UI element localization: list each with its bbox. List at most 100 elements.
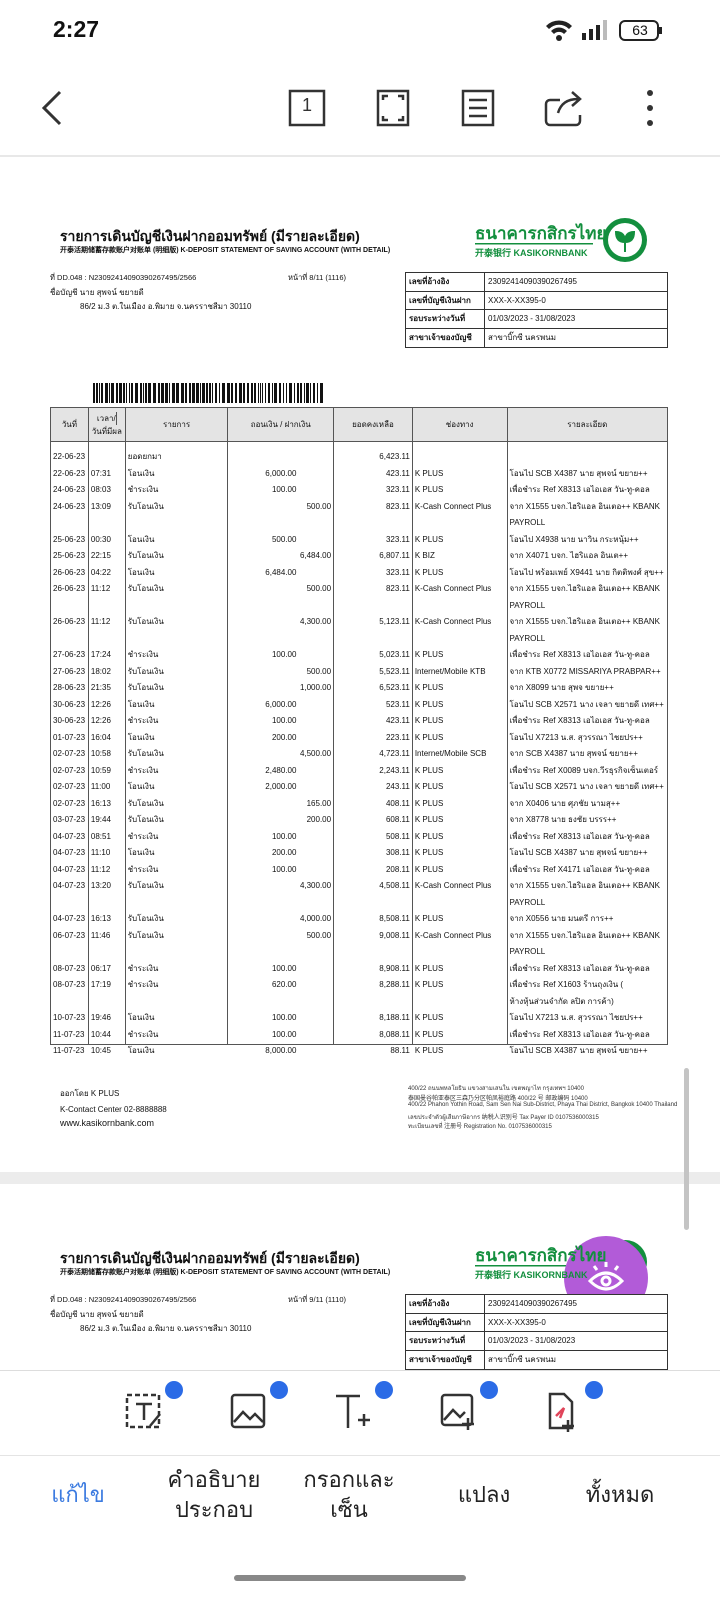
date-cell: 26-06-23 [53,617,86,626]
bank-logo [603,218,647,262]
page-index: หน้าที่ 8/11 (1116) [288,273,347,282]
description-cell: ชำระเงิน [127,864,159,874]
description-cell: โอนเงิน [127,848,155,857]
info-label: เลขที่อ้างอิง [406,1295,485,1313]
deposit [296,961,331,978]
channel-cell: K PLUS [414,980,444,989]
info-row: เลขที่บัญชีเงินฝาก XXX-X-XX395-0 [406,1313,667,1332]
withdrawal [230,680,296,697]
statement-subtitle: 开泰活期储蓄存款账户对账单 (明细版) K-DEPOSIT STATEMENT … [60,1269,391,1276]
channel-cell: K PLUS [414,1029,444,1039]
date-cell: 30-06-23 [53,716,86,725]
fullscreen-button[interactable] [376,89,410,127]
sign-tool[interactable] [548,1392,574,1432]
bank-name-en: 开泰银行 KASIKORNBANK [475,248,588,258]
balance-cell: 823.11 [385,584,410,593]
date-cell: 01-07-23 [53,732,86,742]
balance-cell: 8,088.11 [379,1029,410,1039]
balance-cell: 523.11 [385,699,410,709]
tab[interactable]: กรอกและ เซ็น [279,1465,419,1525]
channel-cell: K BIZ [414,551,435,560]
amount-cell: 620.00 [228,977,333,1010]
barcode-bar [209,383,211,403]
balance-cell: 223.11 [385,732,410,742]
barcode-bar [111,383,114,403]
balance-cell: 423.11 [385,716,410,725]
barcode-bar [96,383,98,403]
channel-cell: K-Cash Connect Plus [414,930,492,940]
barcode-bar [145,383,147,403]
description-cell: โอนเงิน [127,699,155,709]
deposit: 4,000.00 [299,914,332,923]
column-header: รายการ [126,408,229,441]
withdrawal: 6,484.00 [265,567,297,577]
details-line: เพื่อชำระ Ref X8313 เอไอเอส วัน-ทู-คอล [509,485,650,494]
date-cell: 06-07-23 [53,930,86,940]
balance-cell: 508.11 [385,831,410,841]
balance-cell: 243.11 [385,782,410,791]
website: www.kasikornbank.com [60,1118,155,1128]
tab[interactable]: ทั้งหมด [550,1480,690,1510]
date-cell: 04-07-23 [53,864,86,874]
barcode-bar [279,383,281,403]
details-line: เพื่อชำระ Ref X8313 เอไอเอส วัน-ทู-คอล [509,963,650,973]
info-value: XXX-X-XX395-0 [488,1317,546,1327]
deposit: 500.00 [306,930,332,940]
tab[interactable]: คำอธิบาย ประกอบ [144,1465,284,1525]
account-name: ชื่อบัญชี นาย สุพจน์ ขยายดี [50,1310,144,1319]
details-cell: โอนไป SCB X4387 นาย สุพจน์ ขยาย++ [508,1043,667,1060]
edit-image-tool[interactable] [230,1393,266,1429]
back-button[interactable] [41,90,62,126]
withdrawal: 620.00 [271,980,297,989]
balance-cell: 8,188.11 [379,1013,410,1022]
withdrawal [230,812,296,829]
info-row: รอบระหว่างวันที่ 01/03/2023 - 31/08/2023 [406,1332,667,1351]
barcode-bar [265,383,266,403]
amount-cell: 500.00 [228,532,333,549]
statement-subtitle: 开泰活期储蓄存款账户对账单 (明细版) K-DEPOSIT STATEMENT … [60,247,391,254]
amount-cell: 100.00 [228,713,333,730]
description-cell: ยอดยกมา [127,452,162,461]
share-button[interactable] [544,91,582,127]
amount-cell: 200.00 [228,812,333,829]
withdrawal [230,928,296,961]
edit-text-tool[interactable] [125,1393,161,1429]
description-cell: โอนเงิน [127,1046,155,1055]
details-cell: เพื่อชำระ Ref X8313 เอไอเอส วัน-ทู-คอล [508,829,667,846]
time-cell: 00:30 [90,534,111,544]
time-cell: 11:10 [90,848,111,857]
barcode-bar [101,383,103,403]
details-line: โอนไป SCB X4387 นาย สุพจน์ ขยาย++ [509,848,648,857]
amount-cell: 100.00 [228,482,333,499]
details-cell [508,449,667,466]
date-cell: 02-07-23 [53,749,86,758]
tab[interactable]: แปลง [414,1480,554,1510]
add-image-tool[interactable] [440,1393,474,1430]
deposit: 500.00 [306,501,332,511]
barcode-bar [135,383,138,403]
amount-cell: 6,000.00 [228,466,333,483]
details-cell: จาก X1555 บจก.ไฮริแอล อินเตอ++ KBANK PAYR… [508,581,667,614]
barcode-bar [148,383,151,403]
channel-cell: K PLUS [414,468,444,478]
barcode-bar [99,383,100,403]
description-cell: โอนเงิน [127,732,155,742]
amount-cell: 500.00 [228,581,333,614]
table-header: วันที่ เวลา/วันที่มีผล รายการ ถอนเงิน / ฝาก… [51,408,667,442]
channel-cell: K PLUS [414,534,444,544]
add-text-tool[interactable] [336,1394,370,1428]
page-button[interactable] [288,89,326,127]
details-cell: จาก X0406 นาย ศุภชัย นามสุ++ [508,796,667,813]
barcode-bar [181,383,184,403]
issued-by: ออกโดย K PLUS [60,1089,120,1098]
tab[interactable]: แก้ไข [8,1480,148,1510]
reader-button[interactable] [461,89,495,127]
barcode-bar [109,383,110,403]
scrollbar[interactable] [684,1068,689,1230]
withdrawal: 200.00 [271,848,297,857]
info-value: 01/03/2023 - 31/08/2023 [488,314,576,323]
more-button[interactable] [647,90,653,126]
channel-cell: K PLUS [414,650,444,659]
channel-cell: K PLUS [414,1013,444,1022]
